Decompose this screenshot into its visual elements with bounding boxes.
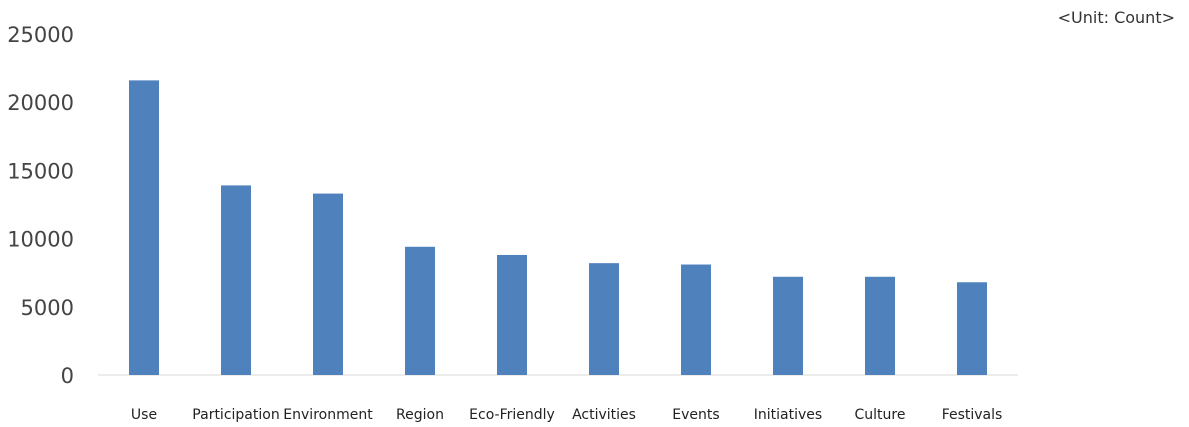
- unit-note: <Unit: Count>: [1057, 8, 1175, 27]
- bar: [865, 276, 895, 375]
- category-label: Participation: [192, 407, 279, 423]
- y-tick-label: 25000: [7, 23, 74, 47]
- category-label: Initiatives: [754, 407, 822, 423]
- category-label: Environment: [283, 407, 373, 423]
- bars: [129, 80, 987, 375]
- category-label: Region: [396, 407, 444, 423]
- y-tick-label: 15000: [7, 159, 74, 183]
- category-label: Festivals: [942, 407, 1003, 423]
- category-label: Eco-Friendly: [469, 407, 555, 423]
- y-tick-label: 5000: [21, 296, 74, 320]
- category-labels: Use Participation Environment Region Eco-Fri…: [131, 407, 1002, 423]
- category-label: Use: [131, 407, 157, 423]
- y-tick-label: 10000: [7, 228, 74, 252]
- y-tick-label: 0: [61, 364, 74, 388]
- bar: [681, 264, 711, 375]
- bar: [129, 80, 159, 375]
- bar: [773, 276, 803, 375]
- category-label: Culture: [855, 407, 906, 423]
- bar: [497, 254, 527, 375]
- category-label: Activities: [572, 407, 636, 423]
- y-tick-label: 20000: [7, 91, 74, 115]
- category-label: Events: [672, 407, 719, 423]
- bar: [221, 185, 251, 375]
- bar: [957, 282, 987, 375]
- bar: [589, 263, 619, 375]
- y-axis-ticks: 0 5000 10000 15000 20000 25000: [7, 23, 74, 388]
- bar: [405, 246, 435, 375]
- bar: [313, 193, 343, 375]
